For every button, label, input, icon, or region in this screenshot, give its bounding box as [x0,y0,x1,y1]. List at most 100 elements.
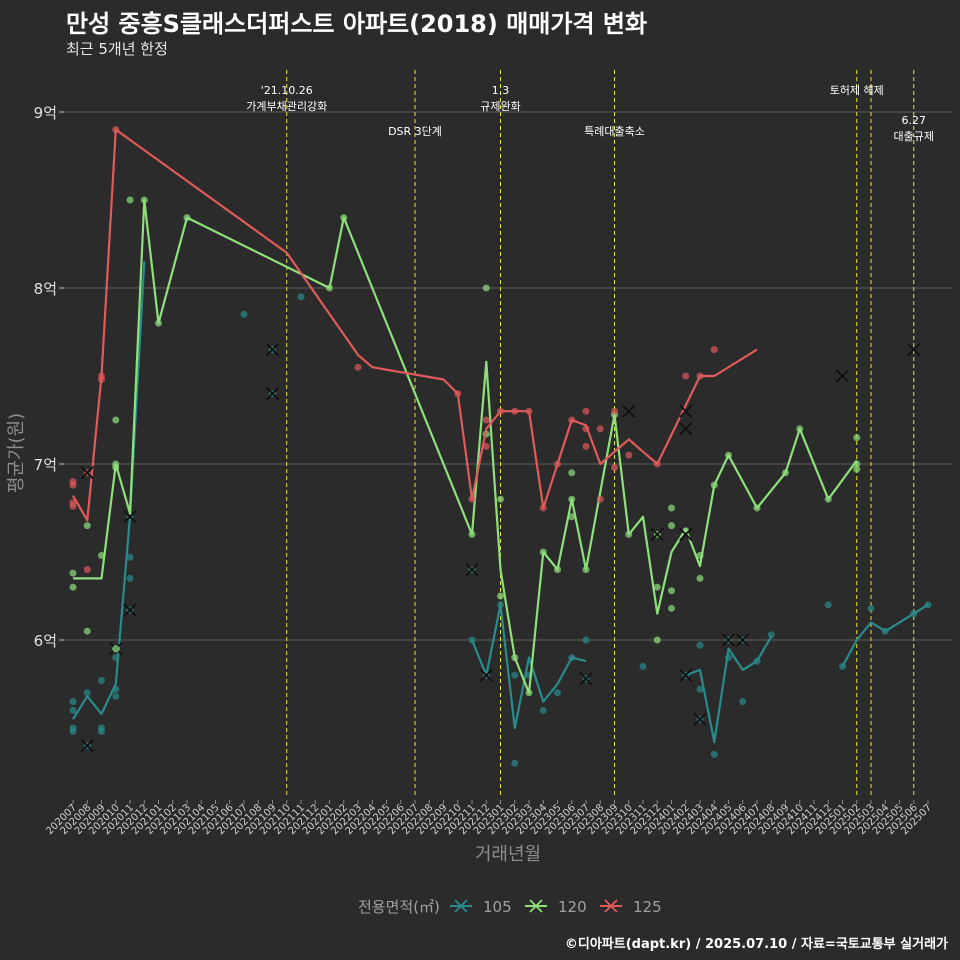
data-point-125 [596,495,604,503]
x-axis: 2020072020082020092020102020112020122021… [44,800,934,837]
data-point-105 [767,631,775,639]
data-point-120 [126,196,134,204]
cross-marker-105 [479,668,493,682]
event-label: DSR 3단계 [388,125,442,138]
data-point-120 [668,504,675,512]
cross-marker-125 [80,466,94,480]
data-point-105 [112,692,120,700]
data-point-105 [98,676,105,684]
cross-marker-120 [622,404,636,418]
data-point-120 [696,574,704,582]
data-point-120 [668,522,675,530]
data-point-105 [710,750,718,758]
data-point-120 [668,604,675,612]
legend-label: 120 [558,898,587,916]
data-point-125 [611,464,618,472]
data-point-125 [354,363,362,371]
cross-marker-105 [265,386,280,401]
cross-marker-105 [265,342,280,357]
legend-label: 125 [633,898,662,916]
source-caption: ©디아파트(dapt.kr) / 2025.07.10 / 자료=국토교통부 실… [564,937,948,952]
event-label: 가계부채관리강화 [246,100,327,113]
y-tick-label: 7억 [34,456,57,474]
y-tick-label: 9억 [34,104,57,122]
y-tick-label: 6억 [34,632,57,650]
data-point-105 [696,685,704,693]
data-point-105 [739,698,747,706]
data-point-105 [126,553,134,561]
data-point-125 [582,407,590,415]
cross-marker-125 [679,422,693,436]
data-point-120 [653,583,661,591]
series-line-125 [72,128,758,522]
data-point-125 [69,481,77,489]
data-point-120 [112,416,120,424]
data-point-120 [69,569,77,577]
series-line-120 [73,198,858,694]
event-label: '21.10.26 [261,84,313,97]
data-point-125 [69,502,77,510]
legend-swatch-cross [604,899,618,913]
cross-marker-105 [123,603,137,617]
data-point-105 [696,641,704,649]
y-tick-label: 8억 [34,280,57,298]
data-point-105 [582,636,590,644]
data-point-120 [83,522,91,530]
x-axis-title: 거래년월 [475,844,541,865]
cross-marker-105 [693,712,707,726]
data-point-105 [824,601,832,609]
data-point-125 [83,566,91,574]
legend: 전용면적(㎡) 105 120 125 [358,898,662,916]
data-point-105 [639,662,647,670]
data-point-105 [83,689,91,697]
cross-marker-105 [736,633,750,647]
data-point-105 [539,706,547,714]
event-label: 규제완화 [480,100,520,113]
cross-marker-125 [907,342,921,357]
data-point-125 [582,442,590,450]
data-point-105 [240,310,248,318]
data-point-120 [497,592,504,600]
gridlines [64,111,952,641]
cross-marker-105 [679,668,693,682]
data-point-125 [625,451,633,459]
legend-title: 전용면적(㎡) [358,898,440,916]
cross-marker-120 [679,527,693,542]
y-axis: 6억 7억 8억 9억 [34,104,64,650]
event-label: 특례대출축소 [584,125,645,138]
data-point-125 [596,425,604,433]
cross-marker-105 [579,672,593,686]
data-point-125 [482,416,490,424]
series [69,126,932,767]
series-line-105 [72,261,929,744]
cross-marker-125 [835,369,850,383]
cross-marker-105 [721,633,736,647]
data-point-120 [83,627,91,635]
legend-label: 105 [483,898,512,916]
data-point-105 [511,671,519,679]
data-point-120 [497,495,504,503]
event-label: 1.3 [492,84,510,97]
chart-title: 만성 중흥S클래스더퍼스트 아파트(2018) 매매가격 변화 [66,10,648,38]
data-point-105 [867,604,875,612]
legend-swatch-cross [529,899,543,913]
data-point-125 [611,407,618,415]
data-point-105 [69,706,77,714]
data-point-105 [511,759,519,767]
data-point-105 [554,689,561,697]
event-label: 대출규제 [894,130,934,143]
data-point-120 [568,469,576,477]
cross-marker-105 [123,510,137,524]
cross-marker-105 [80,738,94,753]
data-point-105 [297,293,305,301]
data-point-120 [69,583,77,591]
data-point-120 [668,587,675,595]
data-point-120 [853,434,861,442]
data-point-120 [112,645,120,653]
data-point-120 [482,284,490,292]
event-label: 6.27 [902,114,927,127]
y-axis-title: 평균가(원) [6,413,27,493]
data-point-125 [710,346,718,354]
chart-subtitle: 최근 5개년 한정 [66,40,168,58]
